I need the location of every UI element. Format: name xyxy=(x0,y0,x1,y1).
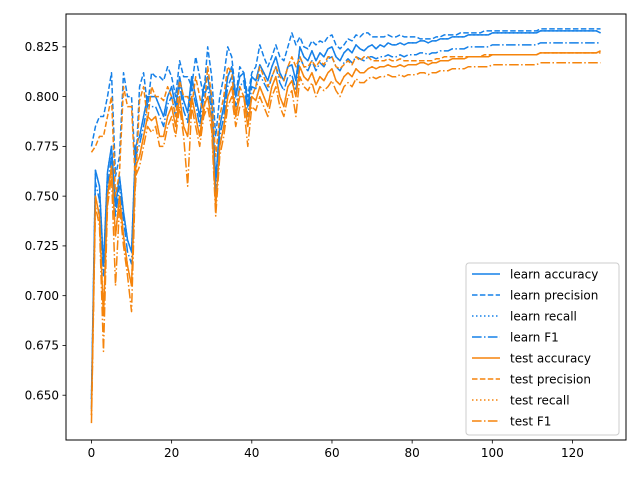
legend-label-4: test accuracy xyxy=(510,351,591,365)
y-tick-label-2: 0.700 xyxy=(25,289,59,303)
x-tick-label-6: 120 xyxy=(561,446,584,460)
x-axis: 0 20 40 60 80 100 120 xyxy=(88,440,584,460)
x-tick-label-3: 60 xyxy=(324,446,339,460)
series-line-3 xyxy=(90,42,601,410)
legend-label-5: test precision xyxy=(510,372,591,386)
x-tick-label-5: 100 xyxy=(481,446,504,460)
series-line-1 xyxy=(90,28,601,177)
legend-box xyxy=(465,262,620,436)
series-layer xyxy=(90,28,601,424)
legend-label-6: test recall xyxy=(510,393,570,407)
y-tick-label-1: 0.675 xyxy=(25,339,59,353)
series-line-5 xyxy=(90,52,601,197)
y-tick-label-7: 0.825 xyxy=(25,40,59,54)
y-axis: 0.650 0.675 0.700 0.725 0.750 0.775 0.800 0.825 xyxy=(25,40,66,403)
y-tick-label-5: 0.775 xyxy=(25,140,59,154)
series-line-7 xyxy=(90,62,601,424)
x-tick-label-0: 0 xyxy=(88,446,96,460)
legend-label-7: test F1 xyxy=(510,414,551,428)
legend-label-3: learn F1 xyxy=(510,330,559,344)
legend: learn accuracy learn precision learn recal… xyxy=(465,262,620,436)
y-tick-label-6: 0.800 xyxy=(25,90,59,104)
x-tick-label-1: 20 xyxy=(164,446,179,460)
y-tick-label-0: 0.650 xyxy=(25,389,59,403)
x-tick-label-4: 80 xyxy=(405,446,420,460)
plot-frame xyxy=(65,13,627,441)
legend-label-2: learn recall xyxy=(510,309,577,323)
legend-label-0: learn accuracy xyxy=(510,267,598,281)
y-tick-label-3: 0.725 xyxy=(25,239,59,253)
legend-label-1: learn precision xyxy=(510,288,598,302)
x-tick-label-2: 40 xyxy=(244,446,259,460)
y-tick-label-4: 0.750 xyxy=(25,189,59,203)
series-line-0 xyxy=(90,30,601,400)
